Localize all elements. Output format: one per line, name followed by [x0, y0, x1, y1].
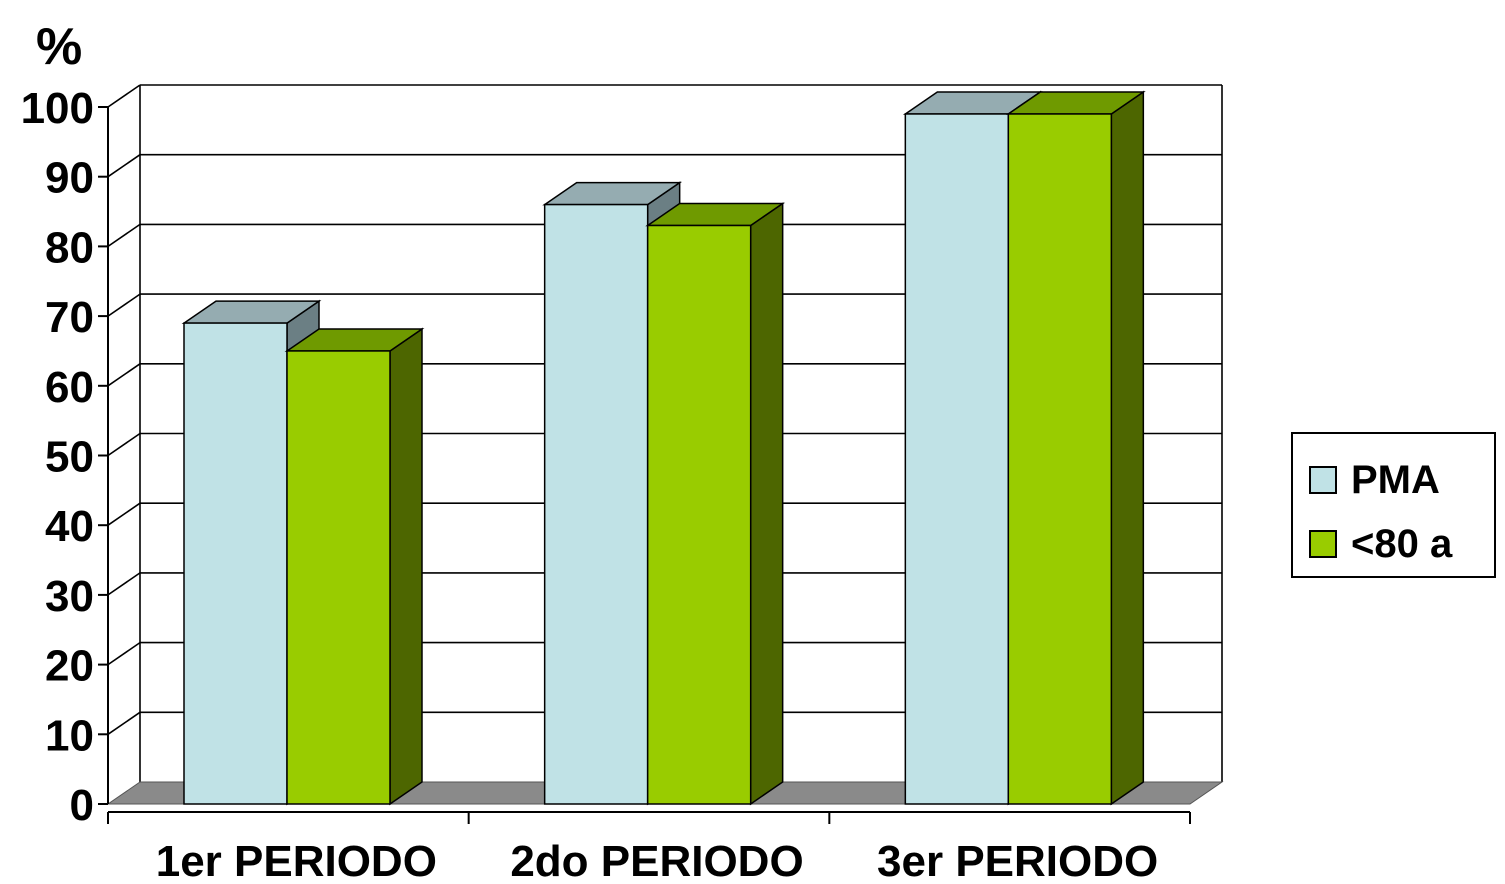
y-tick-label: 40 [45, 502, 94, 551]
gridline-side [107, 84, 141, 108]
bar-front [904, 113, 1010, 805]
axes: 0 10 20 30 40 50 60 70 80 90 100 1er PERIODO 2do PER… [21, 84, 1191, 884]
bar [284, 327, 425, 806]
y-tick-label: 20 [45, 642, 94, 691]
y-tick-label: 50 [45, 433, 94, 482]
bar [1005, 90, 1146, 806]
bar-side [1110, 90, 1145, 806]
y-tick-label: 80 [45, 223, 94, 272]
y-axis-label: % [36, 18, 82, 76]
bar-front [183, 322, 288, 805]
legend-label-under-80: <80 a [1351, 522, 1453, 566]
gridline-side [107, 572, 141, 596]
gridline-side [107, 154, 141, 178]
bar-front [543, 203, 649, 805]
legend-swatch-pma [1309, 466, 1337, 494]
bar [645, 202, 786, 806]
y-tick-label: 70 [45, 293, 94, 342]
x-tick-label: 1er PERIODO [156, 837, 437, 884]
gridline-side [107, 223, 141, 248]
bars [181, 90, 1146, 806]
gridline-side [107, 641, 141, 666]
y-tick-label: 60 [45, 363, 94, 412]
y-tick-label: 30 [45, 572, 94, 621]
legend-item-under-80: <80 a [1309, 524, 1452, 564]
bar-front [1007, 113, 1113, 805]
y-tick-label: 10 [45, 711, 94, 760]
x-tick-label: 2do PERIODO [510, 837, 803, 884]
gridline-side [107, 293, 141, 317]
bar-side [389, 327, 423, 806]
bar-side [749, 202, 784, 806]
y-tick-label: 0 [70, 781, 94, 830]
gridline-side [107, 711, 141, 735]
legend-label-pma: PMA [1351, 458, 1440, 502]
legend-swatch-under-80 [1309, 530, 1337, 558]
bar-front [646, 224, 752, 805]
y-tick-label: 90 [45, 154, 94, 203]
legend: PMA <80 a [1291, 432, 1496, 578]
gridline-side [107, 432, 141, 457]
bar-front [286, 350, 391, 805]
legend-item-pma: PMA [1309, 460, 1440, 500]
gridline-side [107, 363, 141, 387]
x-tick-label: 3er PERIODO [877, 837, 1158, 884]
y-tick-label: 100 [21, 84, 94, 133]
gridline-side [107, 502, 141, 526]
